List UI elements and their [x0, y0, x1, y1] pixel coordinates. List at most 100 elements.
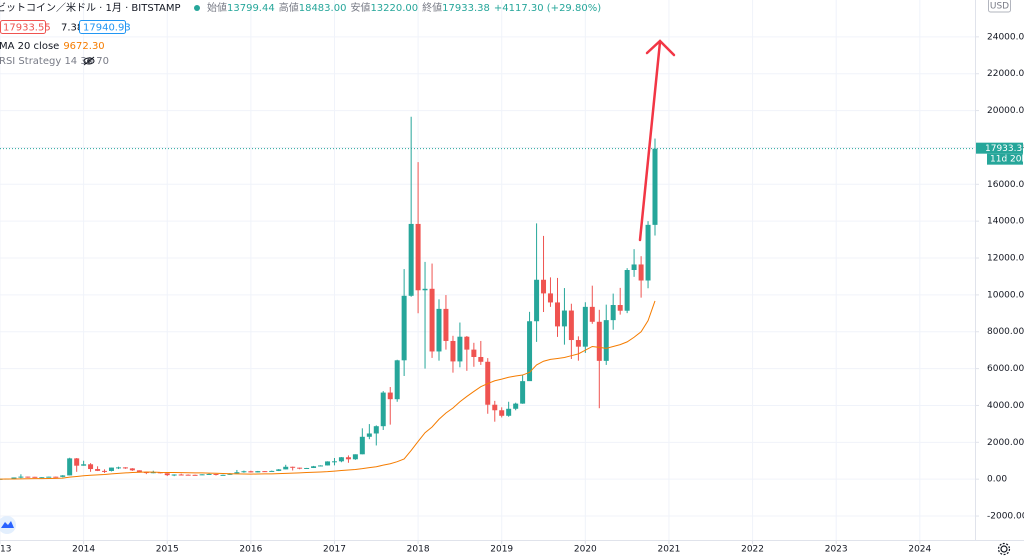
candle-body [568, 310, 574, 341]
countdown-label: 11d 20h [990, 155, 1024, 165]
candle-body [527, 321, 533, 382]
candle-body [380, 392, 386, 427]
x-tick-label: 2021 [658, 545, 681, 555]
y-tick-label: 8000.00 [987, 327, 1024, 337]
arrow-annotation [638, 39, 676, 242]
candle-body [213, 473, 219, 475]
candle-body [108, 467, 114, 471]
candle-body [534, 279, 540, 322]
candle-body [115, 467, 121, 469]
y-tick-label: 16000.00 [987, 180, 1024, 190]
bid-box [0, 20, 46, 34]
candle-body [304, 467, 310, 469]
candle-body [624, 270, 630, 311]
candle-body [95, 469, 101, 471]
candle-body [366, 433, 372, 437]
x-tick-label: 2015 [156, 545, 179, 555]
ma-line [0, 300, 656, 480]
candle-body [81, 464, 87, 466]
candle-body [492, 404, 498, 411]
candle-body [178, 474, 184, 476]
candle-body [74, 458, 80, 466]
bid: 17933.55 [3, 23, 51, 34]
candle-body [311, 466, 317, 468]
candle-body [122, 467, 128, 469]
candle-body [547, 293, 553, 303]
candle-body [652, 148, 658, 225]
candle-body [338, 457, 344, 462]
candle-body [11, 477, 17, 479]
candle-body [394, 360, 400, 400]
candle-body [206, 473, 212, 475]
candle-body [192, 474, 198, 476]
symbol-title: ビットコイン／米ドル · 1月 · BITSTAMP [0, 1, 181, 14]
candle-body [164, 473, 170, 476]
candle-body [464, 336, 470, 350]
candle-body [18, 476, 24, 478]
settings-icon[interactable] [997, 542, 1011, 556]
x-tick-label: 2024 [908, 545, 931, 555]
y-tick-label: 20000.00 [987, 106, 1024, 116]
x-tick-label: 2017 [323, 545, 346, 555]
candle-body [443, 308, 449, 341]
candle-body [325, 461, 331, 466]
candle-body [450, 340, 456, 362]
candle-body [331, 461, 337, 463]
candle-body [46, 476, 52, 478]
candle-body [387, 392, 393, 400]
candle-body [499, 410, 505, 416]
candle-body [60, 475, 66, 477]
candle-body [102, 470, 108, 472]
candle-body [506, 408, 512, 416]
ask-box [79, 20, 126, 34]
candle-body [429, 288, 435, 352]
candle-body [645, 224, 651, 281]
candle-body [25, 476, 31, 478]
candle-body [283, 466, 289, 470]
y-tick-label: 2000.00 [987, 438, 1024, 448]
candle-body [603, 320, 609, 361]
candle-body [575, 340, 581, 347]
eye-icon[interactable] [83, 56, 95, 66]
status-dot [194, 5, 200, 11]
x-tick-label: 2014 [72, 545, 95, 555]
candle-body [513, 403, 519, 409]
candle-body [143, 472, 149, 474]
candle-body [150, 472, 156, 474]
candle-body [185, 474, 191, 476]
candle-body [582, 306, 588, 347]
y-tick-label: 12000.00 [987, 254, 1024, 264]
candle-body [32, 476, 38, 478]
candle-body [255, 471, 261, 473]
candle-body [554, 302, 560, 327]
candle-body [478, 356, 484, 362]
candle-body [39, 477, 45, 479]
candle-body [359, 436, 365, 455]
logo[interactable] [0, 516, 16, 534]
candle-body [88, 464, 94, 470]
candle-body [269, 470, 275, 472]
x-tick-label: 2022 [741, 545, 764, 555]
currency-box[interactable] [988, 0, 1011, 13]
candle-body [631, 264, 637, 270]
x-tick-label: 2016 [239, 545, 262, 555]
x-tick-label: 2013 [0, 545, 11, 555]
candle-body [610, 305, 616, 321]
y-tick-label: 10000.00 [987, 290, 1024, 300]
rsi-legend: RSI Strategy 14 30 70 [0, 56, 109, 67]
candle-body [345, 457, 351, 460]
grid [0, 0, 975, 540]
currency: USD [990, 2, 1009, 12]
candle-body [520, 381, 526, 404]
candle-body [318, 465, 324, 467]
candle-body [617, 305, 623, 311]
candle-body [171, 474, 177, 476]
candle-body [596, 321, 602, 361]
candle-body [248, 471, 254, 473]
y-tick-label: 4000.00 [987, 401, 1024, 411]
plot [0, 116, 975, 480]
candle-body [234, 472, 240, 474]
candle-body [373, 426, 379, 434]
candle-body [276, 469, 282, 471]
